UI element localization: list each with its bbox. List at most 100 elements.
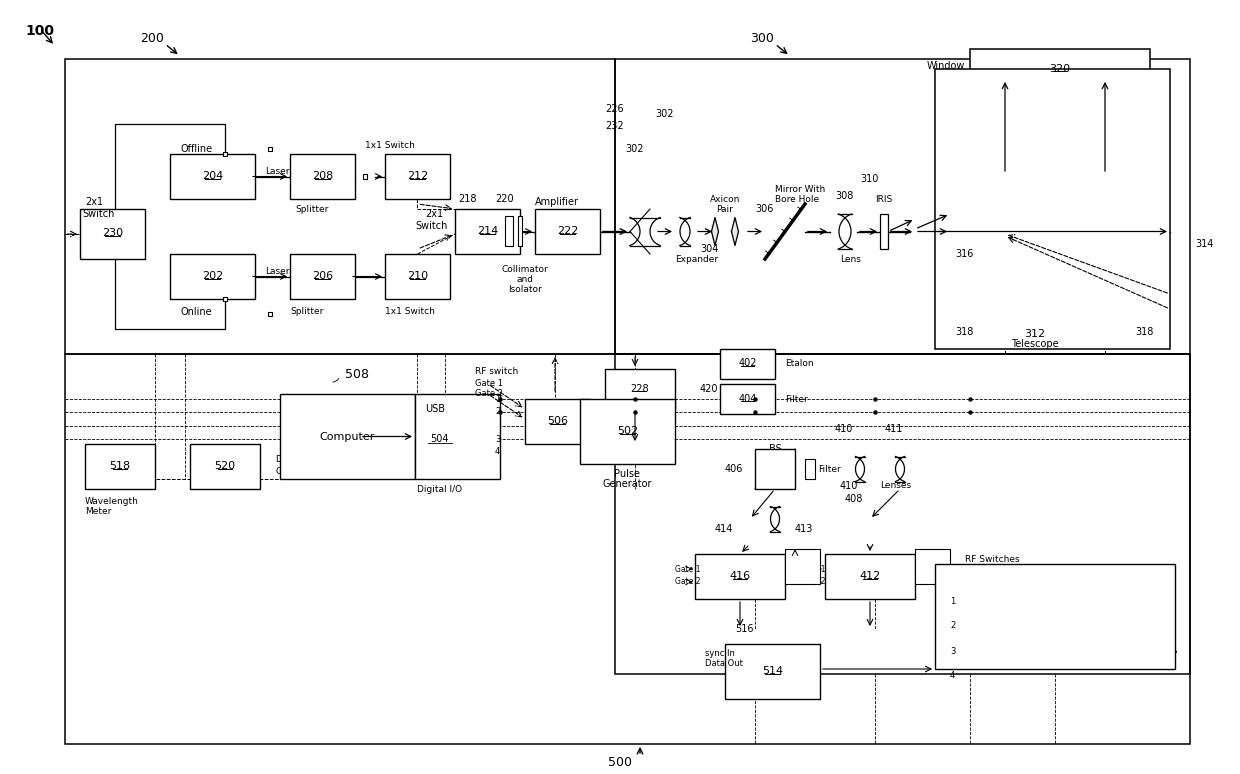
Text: BS: BS xyxy=(769,444,781,454)
Text: 212: 212 xyxy=(407,171,428,181)
Bar xyxy=(268,312,273,317)
Text: Lenses: Lenses xyxy=(880,481,911,491)
Text: Mirror With: Mirror With xyxy=(775,184,826,194)
Text: 302: 302 xyxy=(625,144,644,154)
Text: 300: 300 xyxy=(750,33,774,46)
Text: Multi-channel Scalar: Multi-channel Scalar xyxy=(965,590,1058,598)
Text: 302: 302 xyxy=(655,109,673,119)
Text: Offline: Offline xyxy=(180,144,212,154)
Bar xyxy=(290,254,355,299)
Text: 316: 316 xyxy=(955,249,973,259)
Bar xyxy=(935,564,1176,669)
Text: RF Switches: RF Switches xyxy=(965,554,1019,563)
Text: 420: 420 xyxy=(701,384,718,394)
Text: 514: 514 xyxy=(761,666,784,676)
Text: Axicon: Axicon xyxy=(709,194,740,204)
Text: 520: 520 xyxy=(215,461,236,471)
Bar xyxy=(605,369,675,409)
Text: Data Out: Data Out xyxy=(706,659,743,669)
Bar xyxy=(694,554,785,599)
Bar xyxy=(580,399,675,464)
Text: 312: 312 xyxy=(1024,329,1045,339)
Bar xyxy=(970,49,1149,89)
Text: and: and xyxy=(517,275,533,283)
Text: 220: 220 xyxy=(495,194,513,204)
Text: 412: 412 xyxy=(859,571,880,581)
Bar xyxy=(785,549,820,584)
Text: RF switch: RF switch xyxy=(475,368,518,376)
Text: Gate 1: Gate 1 xyxy=(475,379,503,389)
Text: Out 1: Out 1 xyxy=(920,557,941,567)
Bar xyxy=(415,394,500,479)
Bar xyxy=(290,154,355,199)
Text: USB: USB xyxy=(425,404,445,414)
Text: 304: 304 xyxy=(701,244,718,254)
Bar xyxy=(615,59,1190,354)
Bar xyxy=(64,354,1190,744)
Text: 318: 318 xyxy=(955,327,973,337)
Bar xyxy=(935,69,1171,349)
Text: Controller: Controller xyxy=(275,467,320,477)
Text: 1x1 Switch: 1x1 Switch xyxy=(384,307,435,317)
Text: 502: 502 xyxy=(618,426,639,436)
Text: 500: 500 xyxy=(608,755,632,769)
Text: 1: 1 xyxy=(950,597,955,605)
Text: 2x1: 2x1 xyxy=(86,197,103,207)
Text: 3: 3 xyxy=(950,646,955,656)
Text: Splitter: Splitter xyxy=(290,307,324,317)
Text: 204: 204 xyxy=(202,171,223,181)
Text: Wavelength: Wavelength xyxy=(86,498,139,506)
Bar xyxy=(615,354,1190,674)
Text: 214: 214 xyxy=(477,226,498,236)
Text: Gate 1: Gate 1 xyxy=(800,564,826,574)
Text: Laser: Laser xyxy=(265,167,289,176)
Text: 222: 222 xyxy=(557,226,578,236)
Text: Out 2: Out 2 xyxy=(920,571,941,580)
Text: Gate 1: Gate 1 xyxy=(675,564,701,574)
Text: 306: 306 xyxy=(755,204,774,214)
Bar xyxy=(505,216,513,246)
Text: Isolator: Isolator xyxy=(508,285,542,293)
Text: 410: 410 xyxy=(839,481,858,491)
Bar xyxy=(280,394,415,479)
Bar xyxy=(755,449,795,489)
Text: 414: 414 xyxy=(715,524,733,534)
Text: Gate 2: Gate 2 xyxy=(800,577,826,587)
Bar xyxy=(725,644,820,699)
Text: 408: 408 xyxy=(844,494,863,504)
Text: 413: 413 xyxy=(795,524,813,534)
Bar xyxy=(384,254,450,299)
Text: Lens: Lens xyxy=(839,255,861,263)
Text: Online: Online xyxy=(180,307,212,317)
Bar xyxy=(363,174,367,179)
Bar xyxy=(720,349,775,379)
Text: 228: 228 xyxy=(631,383,650,393)
Text: 320: 320 xyxy=(1049,63,1070,74)
Text: 202: 202 xyxy=(202,271,223,281)
Text: 318: 318 xyxy=(1135,327,1153,337)
Text: Splitter: Splitter xyxy=(295,204,329,214)
Bar xyxy=(805,459,815,479)
Text: 404: 404 xyxy=(738,393,756,403)
Text: Energy: Energy xyxy=(610,415,642,423)
Bar xyxy=(384,154,450,199)
Bar xyxy=(518,216,522,246)
Text: Bore Hole: Bore Hole xyxy=(775,194,820,204)
Bar xyxy=(525,399,590,444)
Text: Meter: Meter xyxy=(86,508,112,516)
Text: 411: 411 xyxy=(885,424,904,434)
Text: 308: 308 xyxy=(835,191,853,201)
Text: 406: 406 xyxy=(725,464,743,474)
Text: 516: 516 xyxy=(735,624,754,634)
Bar xyxy=(81,209,145,259)
Text: 200: 200 xyxy=(140,33,164,46)
Bar xyxy=(880,214,888,249)
Text: Telescope: Telescope xyxy=(1011,339,1059,349)
Text: Computer: Computer xyxy=(320,431,376,441)
Text: Out 2: Out 2 xyxy=(790,571,811,580)
Text: Expander: Expander xyxy=(675,255,718,263)
Text: 2x1: 2x1 xyxy=(425,209,443,219)
Text: 314: 314 xyxy=(1195,239,1214,249)
Text: 410: 410 xyxy=(835,424,853,434)
Bar xyxy=(223,152,227,156)
